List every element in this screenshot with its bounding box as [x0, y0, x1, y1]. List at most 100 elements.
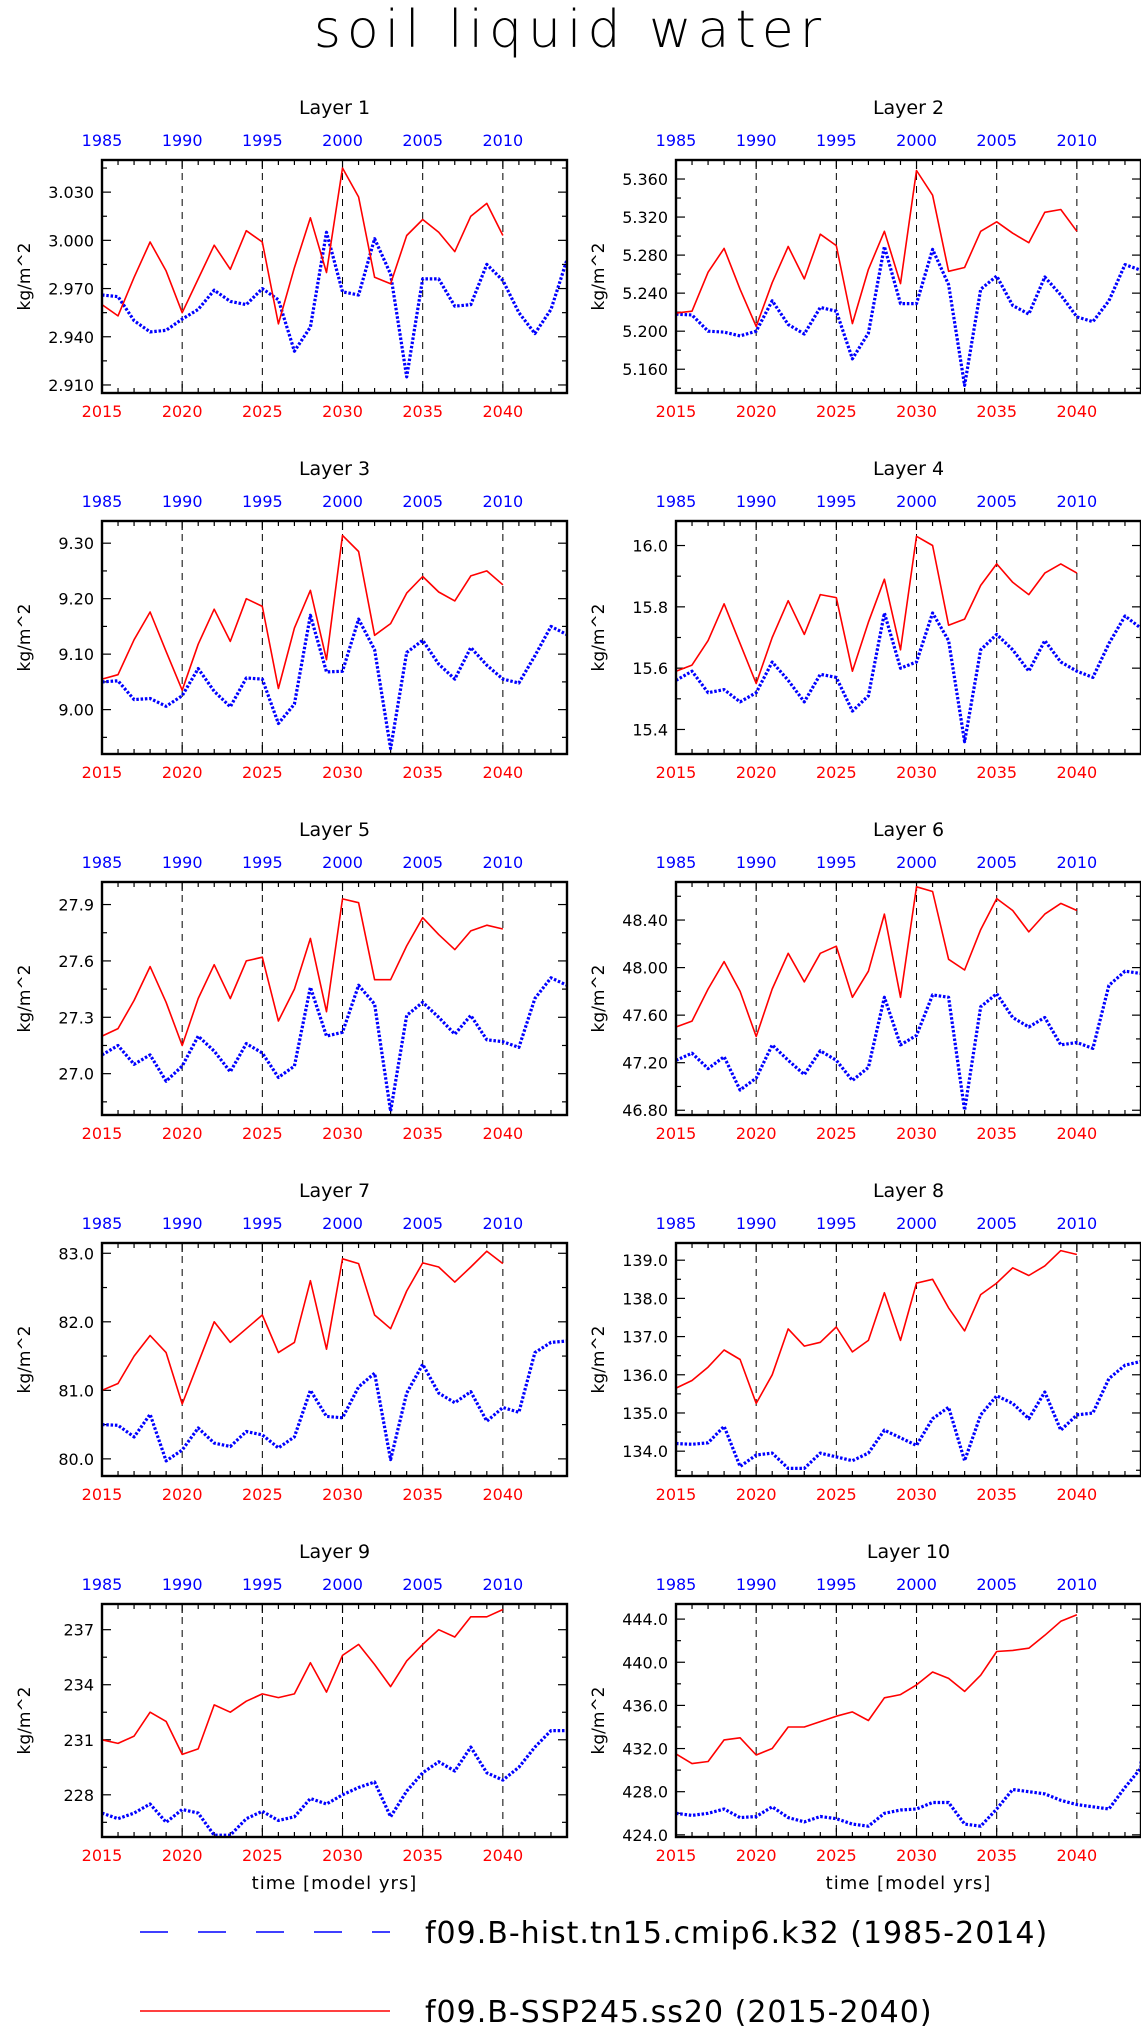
series-line-ssp	[675, 535, 1078, 685]
x-top-tick-label: 1990	[162, 492, 203, 511]
x-tick-label: 2030	[896, 763, 937, 782]
plot-frame	[100, 158, 569, 395]
x-top-tick-label: 1990	[736, 853, 777, 872]
x-tick-label: 2035	[976, 402, 1017, 421]
x-top-tick-label: 1985	[82, 492, 123, 511]
plot-frame	[100, 1241, 569, 1478]
x-tick-label: 2030	[896, 1846, 937, 1865]
x-tick-label: 2030	[322, 1124, 363, 1143]
series-line-ssp	[101, 1250, 504, 1405]
series-line-hist	[101, 230, 569, 379]
y-axis-label: kg/m^2	[589, 243, 609, 311]
y-tick-label: 9.00	[58, 701, 94, 720]
x-top-tick-label: 1985	[656, 853, 697, 872]
panel-title: Layer 7	[299, 1180, 370, 1202]
x-tick-label: 2020	[736, 1846, 777, 1865]
y-tick-label: 139.0	[622, 1251, 668, 1270]
x-tick-label: 2020	[162, 402, 203, 421]
x-tick-label: 2035	[976, 1124, 1017, 1143]
x-top-tick-label: 2005	[402, 131, 443, 150]
y-tick-label: 3.000	[48, 231, 94, 250]
figure-title: soil liquid water	[313, 0, 828, 60]
panel-title: Layer 8	[873, 1180, 944, 1202]
x-top-tick-label: 2000	[322, 853, 363, 872]
x-tick-label: 2035	[402, 1846, 443, 1865]
x-axis-label: time [model yrs]	[826, 1873, 992, 1894]
chart-panel-8: Layer 8 2015 2020 2025 2030 2035 2040 1985 1990 1…	[589, 1180, 1141, 1504]
x-top-tick-label: 1995	[242, 492, 283, 511]
series-line-ssp	[101, 534, 504, 692]
x-tick-label: 2020	[162, 1846, 203, 1865]
panel-title: Layer 6	[873, 819, 944, 841]
x-tick-label: 2030	[896, 1485, 937, 1504]
y-tick-label: 46.80	[622, 1101, 668, 1120]
x-top-tick-label: 1990	[736, 492, 777, 511]
y-axis-label: kg/m^2	[15, 243, 35, 311]
x-top-tick-label: 1985	[82, 131, 123, 150]
x-top-tick-label: 2000	[896, 492, 937, 511]
x-top-tick-label: 1990	[162, 131, 203, 150]
chart-panel-6: Layer 6 2015 2020 2025 2030 2035 2040 1985 1990 1…	[589, 819, 1141, 1143]
panel-title: Layer 5	[299, 819, 370, 841]
y-tick-label: 428.0	[622, 1783, 668, 1802]
x-tick-label: 2040	[1057, 1485, 1098, 1504]
y-axis-label: kg/m^2	[589, 1326, 609, 1394]
x-top-tick-label: 2010	[483, 853, 524, 872]
y-tick-label: 27.0	[58, 1065, 94, 1084]
series-line-hist	[101, 1728, 567, 1837]
x-top-tick-label: 2000	[322, 131, 363, 150]
x-top-tick-label: 2010	[483, 492, 524, 511]
x-tick-label: 2025	[242, 402, 283, 421]
chart-panel-4: Layer 4 2015 2020 2025 2030 2035 2040 1985 1990 1…	[589, 458, 1141, 782]
x-top-tick-label: 1995	[816, 853, 857, 872]
y-tick-label: 5.200	[622, 322, 668, 341]
y-tick-label: 9.30	[58, 534, 94, 553]
x-top-tick-label: 2010	[483, 1575, 524, 1594]
x-tick-label: 2015	[82, 763, 123, 782]
x-tick-label: 2020	[162, 763, 203, 782]
y-axis-label: kg/m^2	[15, 1687, 35, 1755]
y-tick-label: 27.3	[58, 1008, 94, 1027]
x-top-tick-label: 2010	[1057, 131, 1098, 150]
chart-panel-2: Layer 2 2015 2020 2025 2030 2035 2040 1985 1990 1…	[589, 97, 1141, 421]
x-tick-label: 2015	[656, 763, 697, 782]
x-tick-label: 2025	[816, 402, 857, 421]
x-top-tick-label: 1990	[736, 1214, 777, 1233]
x-tick-label: 2040	[1057, 402, 1098, 421]
plot-frame	[674, 158, 1141, 395]
x-top-tick-label: 2005	[402, 1214, 443, 1233]
x-tick-label: 2040	[1057, 763, 1098, 782]
x-tick-label: 2035	[402, 1485, 443, 1504]
x-top-tick-label: 2005	[976, 131, 1017, 150]
x-tick-label: 2040	[483, 763, 524, 782]
x-top-tick-label: 1990	[162, 1214, 203, 1233]
series-line-hist	[101, 1339, 568, 1463]
x-tick-label: 2015	[656, 1124, 697, 1143]
x-tick-label: 2030	[322, 763, 363, 782]
x-tick-label: 2020	[162, 1485, 203, 1504]
y-tick-label: 137.0	[622, 1328, 668, 1347]
y-tick-label: 15.4	[632, 720, 668, 739]
y-tick-label: 47.20	[622, 1054, 668, 1073]
x-top-tick-label: 2005	[402, 853, 443, 872]
x-top-tick-label: 2010	[1057, 492, 1098, 511]
x-tick-label: 2025	[242, 1485, 283, 1504]
y-tick-label: 47.60	[622, 1006, 668, 1025]
y-tick-label: 440.0	[622, 1653, 668, 1672]
x-tick-label: 2035	[976, 1846, 1017, 1865]
x-top-tick-label: 2000	[896, 1214, 937, 1233]
y-tick-label: 5.360	[622, 170, 668, 189]
x-tick-label: 2030	[322, 1846, 363, 1865]
x-tick-label: 2030	[896, 1124, 937, 1143]
x-tick-label: 2040	[1057, 1124, 1098, 1143]
x-top-tick-label: 1995	[816, 1214, 857, 1233]
chart-panel-9: Layer 9 2015 2020 2025 2030 2035 2040 1985 1990 1…	[15, 1541, 569, 1894]
x-tick-label: 2015	[82, 1485, 123, 1504]
y-tick-label: 3.030	[48, 183, 94, 202]
series-line-ssp	[675, 1614, 1078, 1765]
panel-title: Layer 9	[299, 1541, 370, 1563]
series-line-hist	[675, 244, 1141, 387]
x-tick-label: 2020	[736, 1124, 777, 1143]
y-tick-label: 5.160	[622, 360, 668, 379]
panel-title: Layer 2	[873, 97, 944, 119]
